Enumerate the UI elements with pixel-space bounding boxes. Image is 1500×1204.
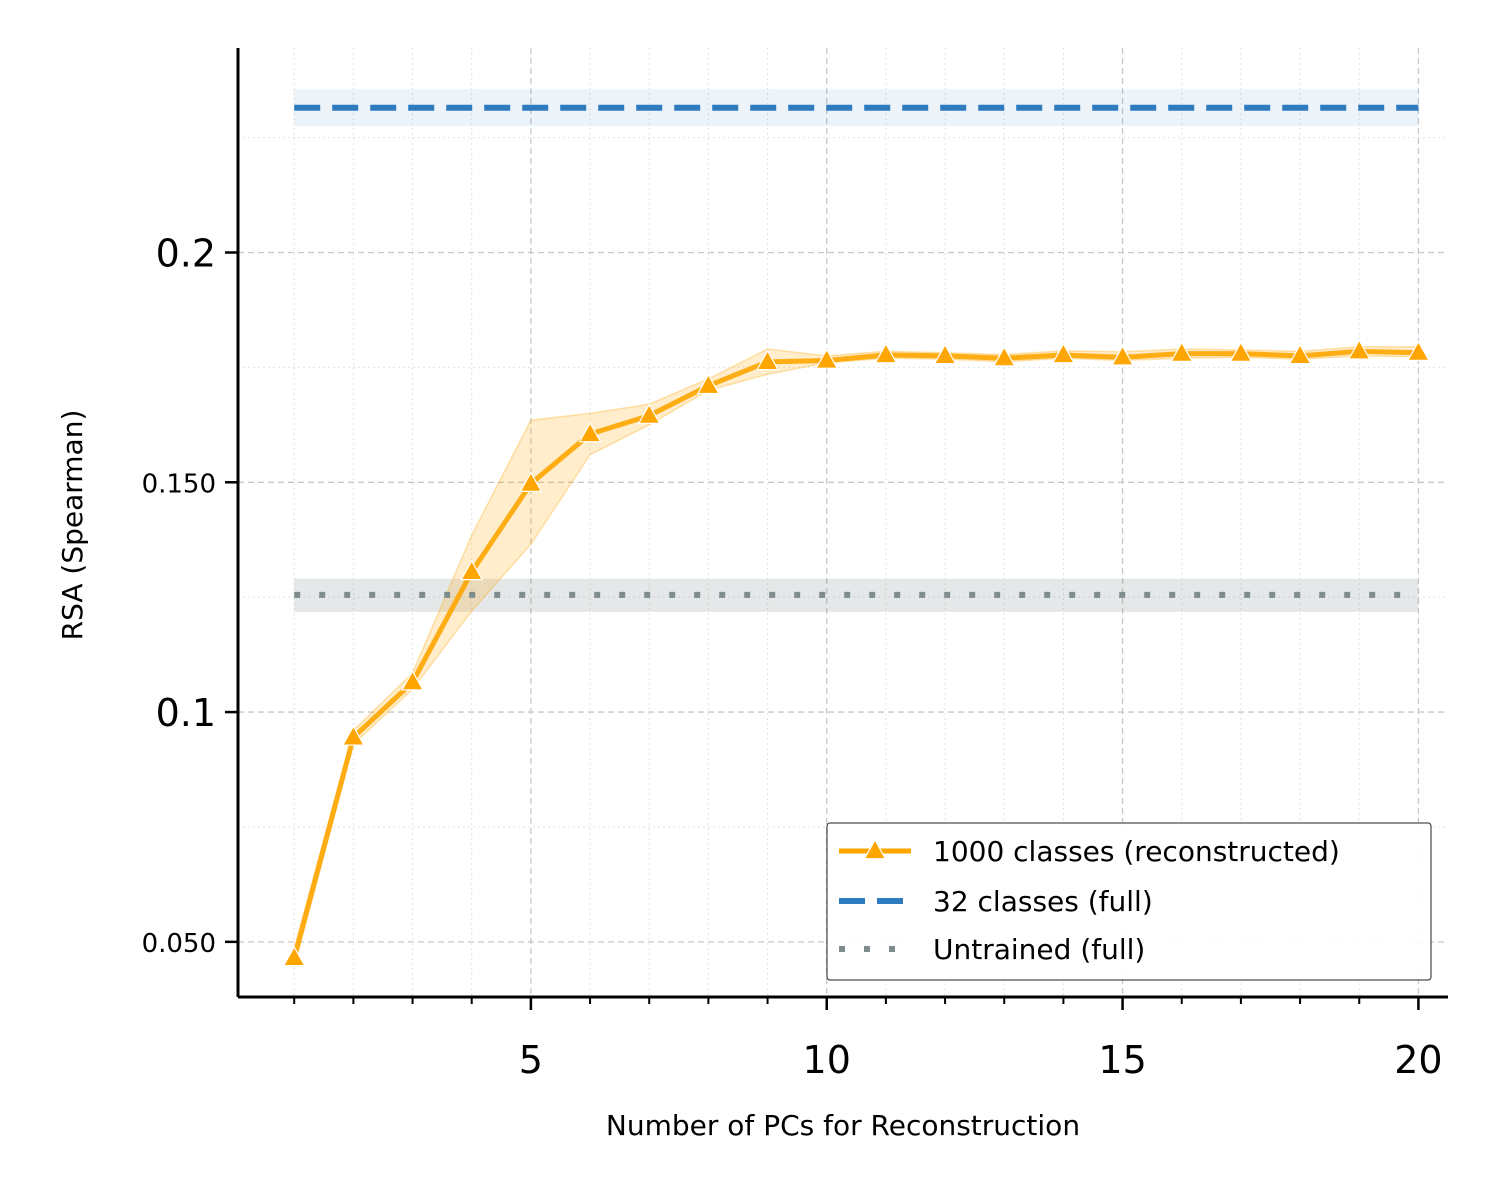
x-tick-label: 20 xyxy=(1394,1038,1442,1082)
legend-box xyxy=(826,822,1432,981)
data-point xyxy=(282,945,306,967)
data-point xyxy=(1111,345,1135,366)
data-point xyxy=(696,373,720,395)
data-point xyxy=(1406,340,1430,361)
y-tick-label: 0.2 xyxy=(156,232,216,276)
data-point xyxy=(578,421,602,443)
legend: 1000 classes (reconstructed) 32 classes (… xyxy=(826,822,1432,981)
y-tick-label: 0.050 xyxy=(142,929,216,959)
data-point xyxy=(341,725,365,746)
data-point xyxy=(815,348,839,369)
x-tick-label: 15 xyxy=(1098,1038,1146,1082)
marker-layer xyxy=(282,339,1430,967)
data-point xyxy=(637,403,661,424)
y-axis-label: RSA (Spearman) xyxy=(56,410,89,641)
legend-label-32-classes: 32 classes (full) xyxy=(933,885,1153,918)
data-point xyxy=(992,345,1016,367)
x-tick-label: 10 xyxy=(803,1038,851,1082)
y-tick-label: 0.1 xyxy=(156,691,216,735)
series-untrained-band xyxy=(294,578,1419,612)
legend-label-1000-classes: 1000 classes (reconstructed) xyxy=(933,835,1340,868)
data-point xyxy=(756,349,780,371)
data-point xyxy=(874,342,898,364)
x-tick-label: 5 xyxy=(519,1038,543,1082)
legend-marker-1000-classes xyxy=(863,838,887,860)
data-point xyxy=(1288,343,1312,365)
series-1000-classes-line xyxy=(291,348,1419,959)
line-layer xyxy=(291,104,1419,959)
axis-layer: 5 10 15 20 0.050 0.1 0.150 0.2 xyxy=(142,48,1448,1082)
data-point xyxy=(1347,339,1371,360)
data-point xyxy=(933,343,957,365)
x-axis-label: Number of PCs for Reconstruction xyxy=(606,1109,1080,1142)
legend-label-untrained: Untrained (full) xyxy=(933,933,1145,966)
data-point xyxy=(1051,342,1075,364)
data-point xyxy=(401,669,425,691)
data-point xyxy=(1170,341,1194,362)
data-point xyxy=(1229,341,1253,362)
band-layer xyxy=(293,89,1420,968)
data-point xyxy=(460,559,484,581)
data-point xyxy=(519,471,543,492)
y-tick-label: 0.150 xyxy=(142,469,216,499)
